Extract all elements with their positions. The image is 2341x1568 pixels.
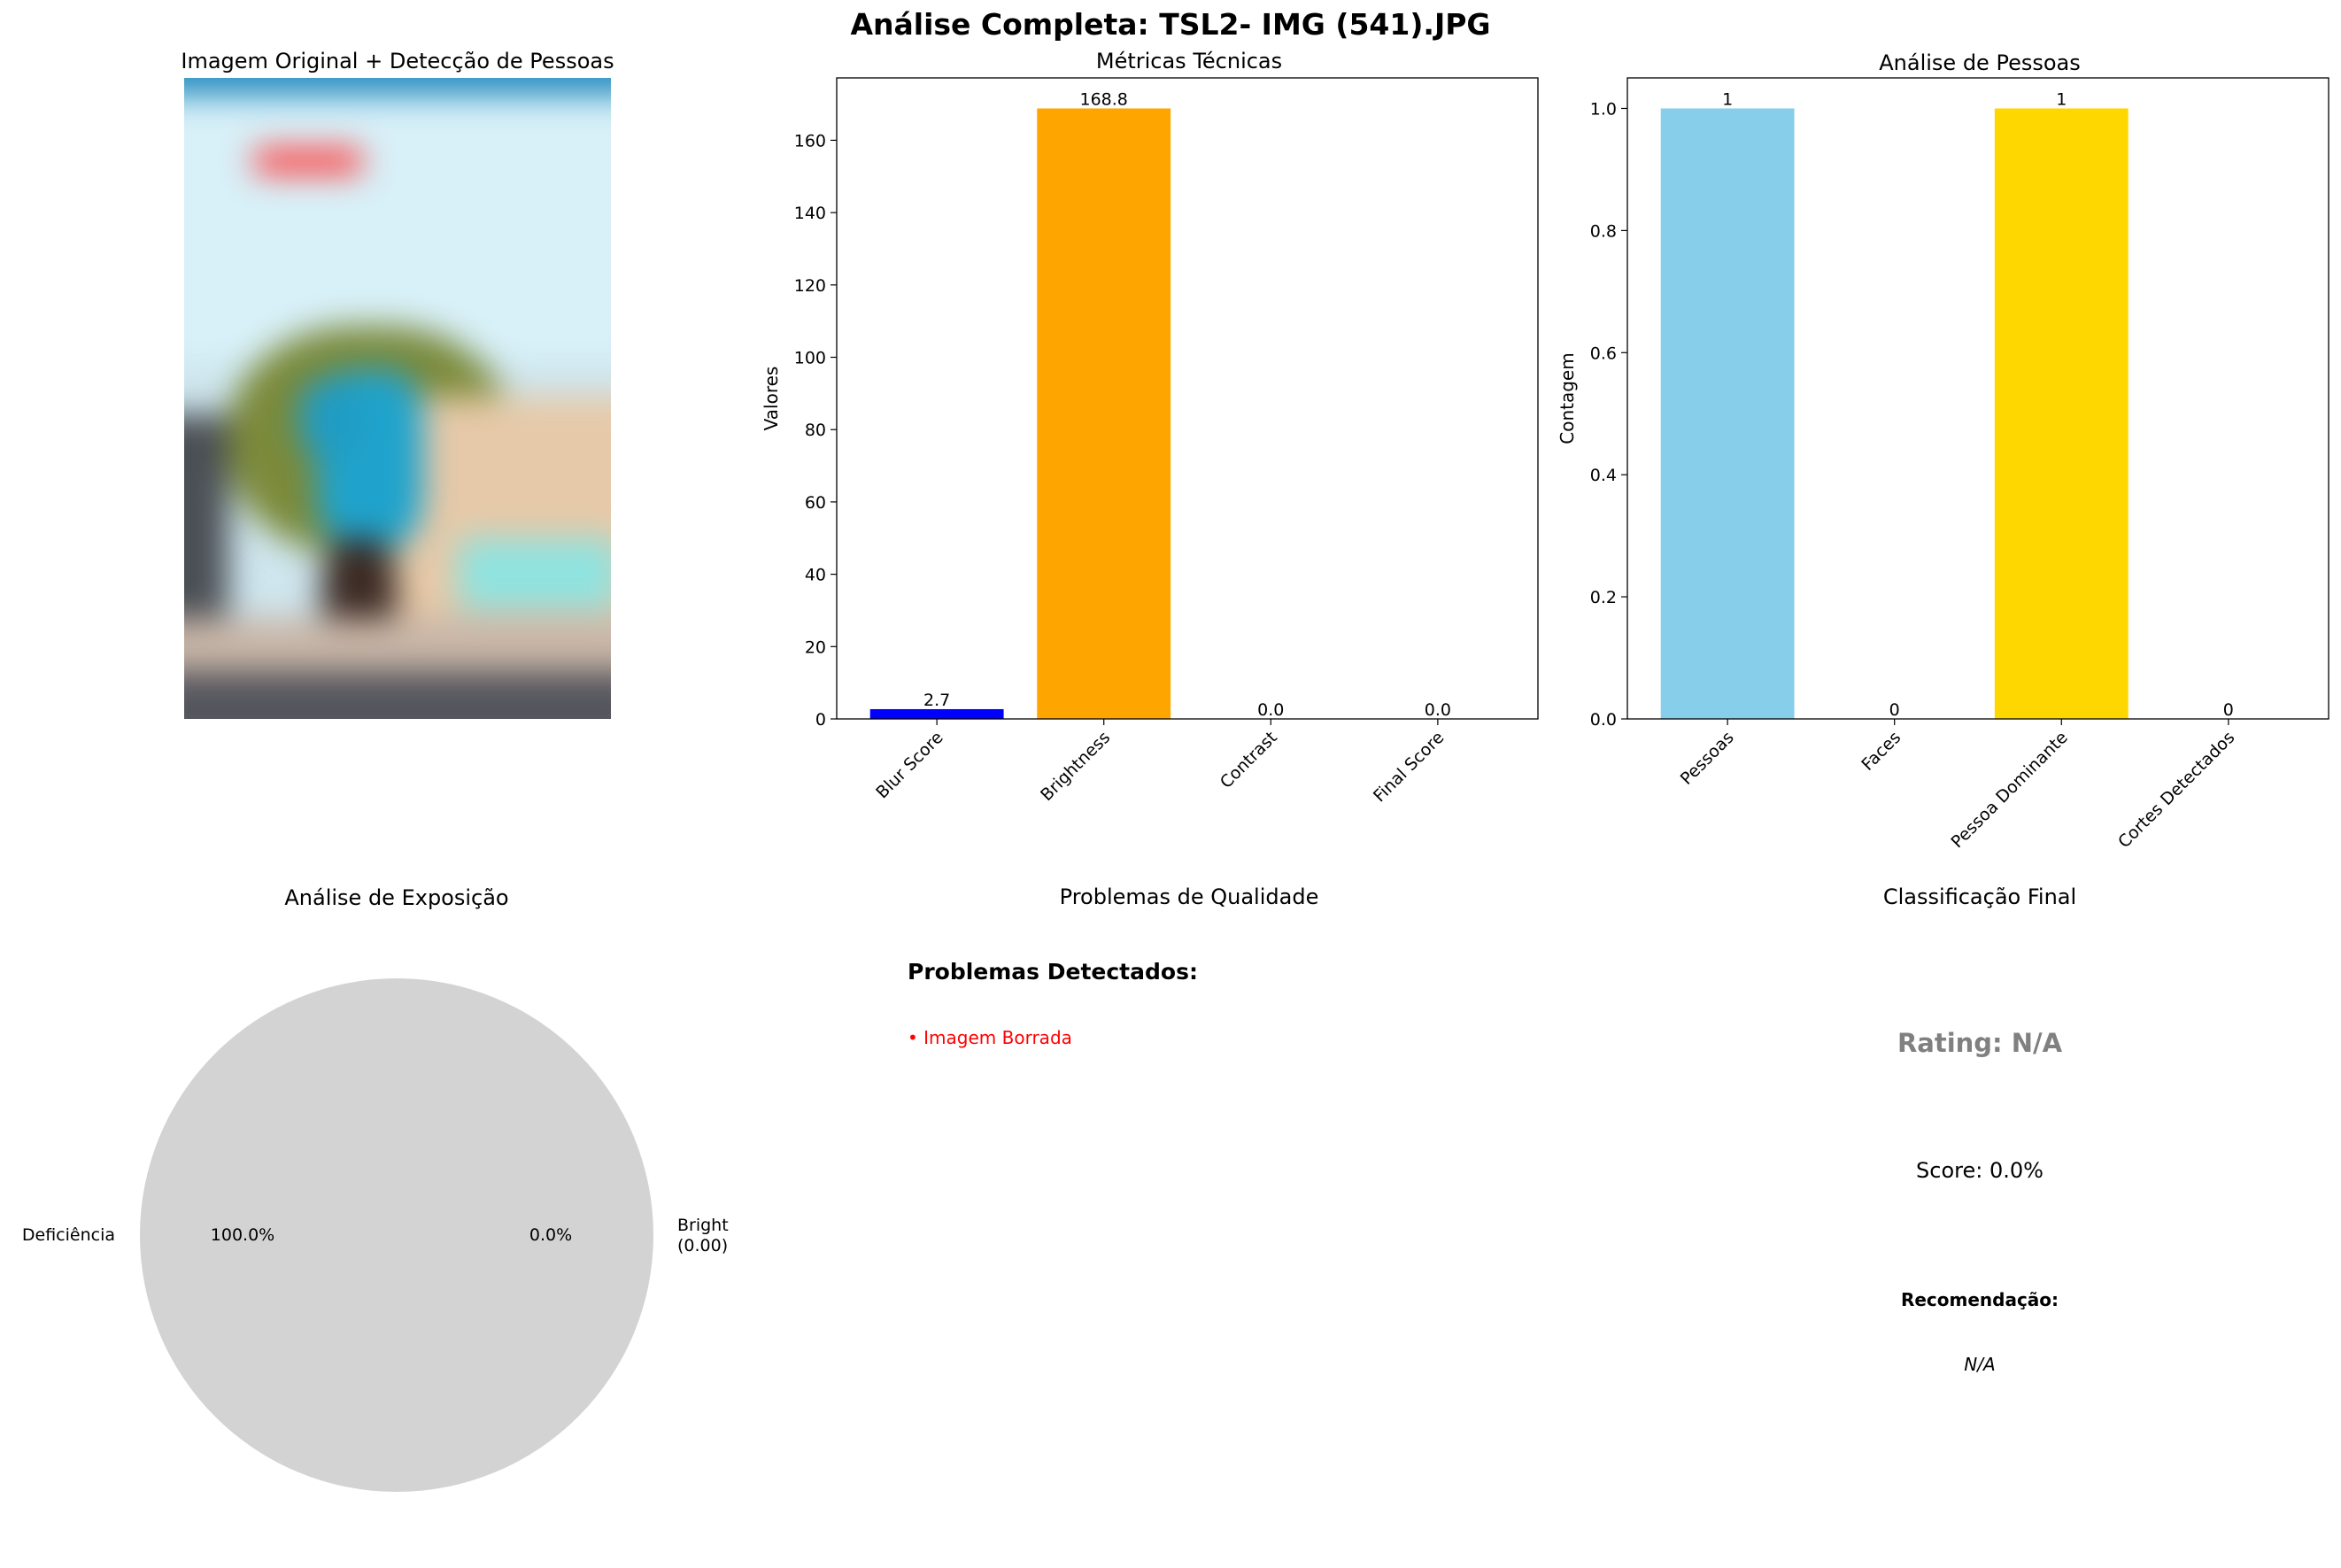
people-ytick-label: 0.8 bbox=[1590, 221, 1617, 241]
metrics-value-label: 0.0 bbox=[1257, 700, 1284, 720]
original-image bbox=[184, 78, 611, 719]
exposure-chart-title: Análise de Exposição bbox=[284, 885, 508, 910]
pie-label: Deficiência bbox=[22, 1225, 115, 1245]
metrics-ytick-label: 40 bbox=[805, 566, 826, 585]
people-ytick-label: 0.4 bbox=[1590, 466, 1617, 485]
pie-label: Bright bbox=[677, 1216, 729, 1235]
metrics-ytick-label: 140 bbox=[794, 204, 826, 223]
metrics-ytick-label: 100 bbox=[794, 349, 826, 368]
people-xtick-label: Pessoas bbox=[1677, 728, 1738, 789]
pie-pct-label: 0.0% bbox=[529, 1225, 572, 1245]
people-axes-frame bbox=[1626, 77, 2329, 720]
people-ytick-label: 0.0 bbox=[1590, 710, 1617, 730]
metrics-xtick-label: Final Score bbox=[1370, 728, 1448, 806]
metrics-xtick-label: Blur Score bbox=[872, 728, 946, 802]
people-xtick-label: Cortes Detectados bbox=[2114, 728, 2238, 852]
metrics-ytick-label: 0 bbox=[815, 710, 826, 730]
people-chart-title: Análise de Pessoas bbox=[1879, 50, 2080, 75]
metrics-value-label: 168.8 bbox=[1080, 89, 1128, 109]
image-panel-title: Imagem Original + Detecção de Pessoas bbox=[181, 49, 614, 73]
people-value-label: 0 bbox=[1889, 700, 1900, 720]
issues-panel-title: Problemas de Qualidade bbox=[1059, 884, 1319, 909]
classification-panel-title: Classificação Final bbox=[1882, 884, 2077, 909]
metrics-value-label: 2.7 bbox=[923, 691, 950, 710]
people-value-label: 1 bbox=[2056, 89, 2067, 109]
people-xtick-label: Faces bbox=[1858, 728, 1904, 775]
metrics-bar bbox=[1037, 108, 1171, 719]
people-ytick-label: 0.6 bbox=[1590, 344, 1617, 363]
pie-slice bbox=[140, 978, 653, 1492]
recommendation-label: Recomendação: bbox=[1900, 1289, 2059, 1310]
rating-text: Rating: N/A bbox=[1897, 1028, 2063, 1058]
metrics-ytick-label: 80 bbox=[805, 421, 826, 440]
people-bar bbox=[1660, 108, 1795, 719]
metrics-ylabel: Valores bbox=[761, 367, 782, 431]
people-value-label: 1 bbox=[1722, 89, 1733, 109]
recommendation-value: N/A bbox=[1964, 1354, 1996, 1375]
issue-item: • Imagem Borrada bbox=[908, 1027, 1072, 1048]
people-ytick-label: 1.0 bbox=[1590, 99, 1617, 119]
people-ylabel: Contagem bbox=[1557, 352, 1578, 444]
metrics-ytick-label: 120 bbox=[794, 276, 826, 296]
metrics-xtick-label: Contrast bbox=[1217, 728, 1281, 792]
metrics-ytick-label: 20 bbox=[805, 637, 826, 657]
pie-pct-label: 100.0% bbox=[211, 1225, 274, 1245]
people-bar bbox=[1994, 108, 2129, 719]
figure-title: Análise Completa: TSL2- IMG (541).JPG bbox=[850, 7, 1491, 42]
metrics-bar bbox=[869, 708, 1004, 719]
metrics-ytick-label: 60 bbox=[805, 493, 826, 513]
issues-heading: Problemas Detectados: bbox=[908, 959, 1198, 985]
metrics-value-label: 0.0 bbox=[1425, 700, 1451, 720]
people-xtick-label: Pessoa Dominante bbox=[1947, 728, 2071, 852]
pie-label-sub: (0.00) bbox=[677, 1236, 728, 1255]
people-ytick-label: 0.2 bbox=[1590, 588, 1617, 607]
metrics-xtick-label: Brightness bbox=[1037, 728, 1114, 805]
metrics-axes-frame bbox=[836, 77, 1539, 720]
score-text: Score: 0.0% bbox=[1916, 1158, 2044, 1183]
metrics-ytick-label: 160 bbox=[794, 131, 826, 151]
metrics-chart-title: Métricas Técnicas bbox=[1095, 49, 1283, 73]
people-value-label: 0 bbox=[2223, 700, 2234, 720]
